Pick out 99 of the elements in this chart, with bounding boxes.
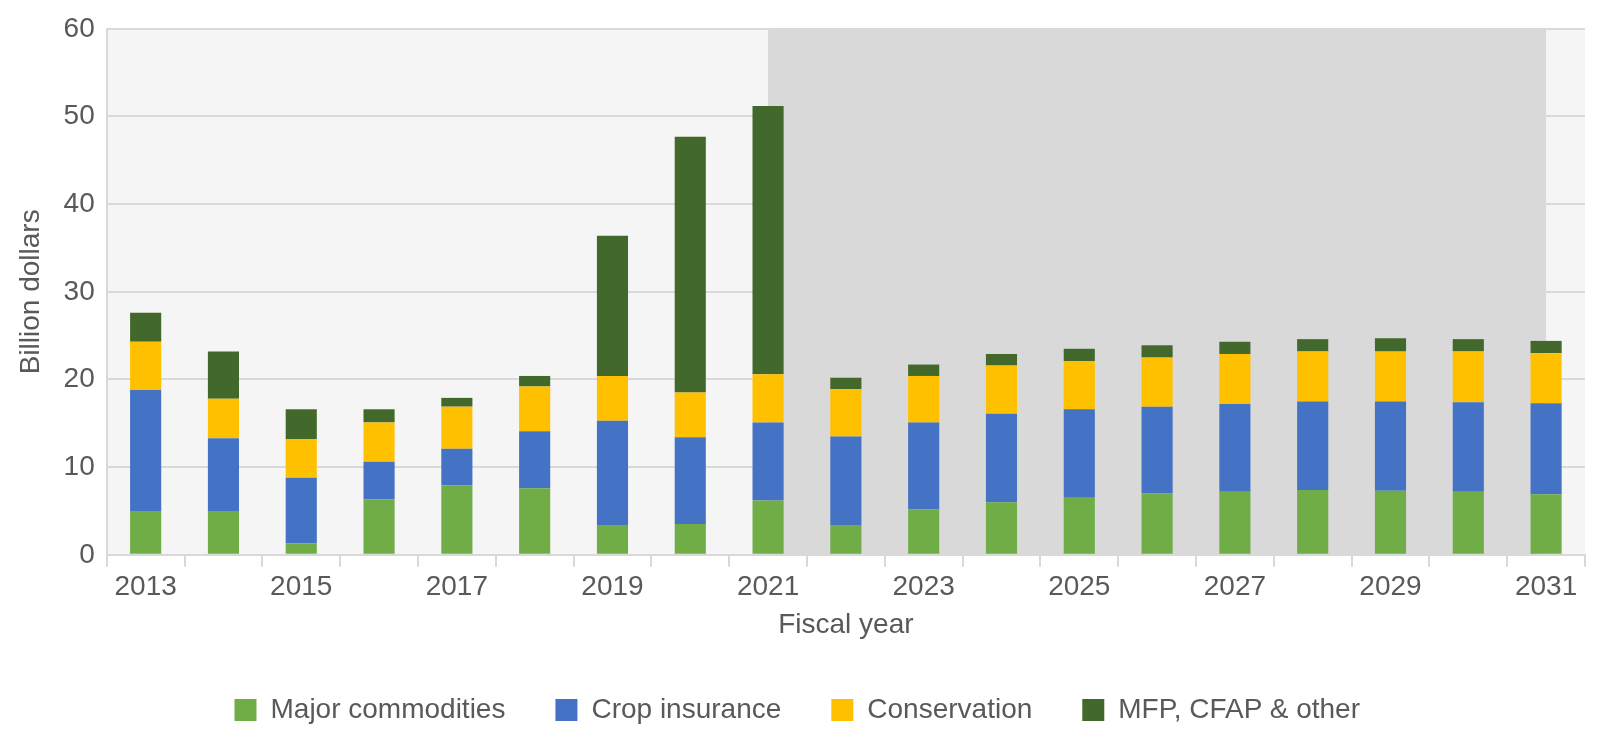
x-tick-label: 2015: [270, 570, 333, 602]
bar: [1452, 351, 1484, 403]
bar: [1374, 490, 1407, 554]
y-tick-label: 40: [63, 186, 95, 218]
bar: [752, 374, 784, 423]
y-tick-label: 10: [63, 449, 95, 481]
bar: [1297, 401, 1329, 490]
bar: [363, 461, 395, 500]
bar: [830, 524, 862, 554]
bar: [1530, 403, 1562, 495]
bar: [363, 422, 395, 462]
bar: [130, 389, 162, 512]
bar: [1374, 351, 1407, 402]
bar: [1452, 491, 1484, 554]
y-tick-label: 50: [63, 99, 95, 131]
bar: [285, 477, 317, 544]
bar: [908, 509, 940, 554]
bar: [752, 422, 784, 501]
bar: [1063, 409, 1095, 498]
bar: [1297, 351, 1329, 402]
bar: [1141, 493, 1173, 554]
bar: [285, 439, 317, 478]
bar: [441, 485, 473, 554]
bar: [752, 500, 784, 554]
bar: [1219, 404, 1251, 492]
bar: [830, 389, 862, 437]
legend-label: Conservation: [867, 692, 1033, 724]
bar: [519, 488, 551, 554]
y-tick-label: 0: [79, 537, 95, 569]
bar: [908, 422, 940, 510]
bar: [1374, 338, 1407, 352]
y-tick-label: 30: [63, 274, 95, 306]
bar: [1452, 339, 1484, 352]
bar: [1530, 494, 1562, 554]
bar: [830, 377, 862, 390]
bar: [130, 341, 162, 390]
bar: [1063, 361, 1095, 410]
x-tick-label: 2019: [581, 570, 644, 602]
bar: [1141, 406, 1173, 494]
bar: [1141, 357, 1173, 407]
bar: [1063, 497, 1095, 554]
legend-label: Crop insurance: [591, 692, 782, 724]
bar: [519, 431, 551, 489]
x-tick-label: 2027: [1203, 570, 1267, 602]
bar: [130, 511, 162, 554]
bar: [752, 105, 784, 375]
y-axis-title: Billion dollars: [13, 209, 45, 375]
bar: [207, 438, 240, 512]
bar: [1063, 348, 1095, 362]
y-tick-label: 60: [63, 11, 95, 43]
bar: [207, 351, 240, 399]
x-tick-label: 2029: [1359, 570, 1422, 602]
bar: [674, 392, 706, 438]
bar: [519, 375, 551, 387]
bar: [285, 409, 317, 440]
bar: [985, 354, 1018, 366]
x-tick-label: 2031: [1514, 570, 1578, 602]
bar: [130, 312, 162, 342]
bar: [441, 406, 473, 449]
bar: [985, 502, 1018, 554]
bar: [1530, 340, 1562, 354]
bar: [596, 375, 629, 421]
bar: [1530, 353, 1562, 404]
bar: [1452, 402, 1484, 492]
x-axis-title: Fiscal year: [778, 607, 914, 639]
bar: [363, 409, 395, 423]
bar: [1297, 489, 1329, 554]
bar: [1219, 341, 1251, 355]
bar: [674, 524, 706, 554]
x-tick-label: 2017: [425, 570, 489, 602]
bar: [207, 398, 240, 439]
bar: [519, 386, 551, 432]
bar: [1141, 345, 1173, 358]
bar: [285, 543, 317, 554]
bar: [596, 235, 629, 376]
x-tick-label: 2013: [114, 570, 177, 602]
y-tick-label: 20: [63, 362, 95, 394]
bar: [908, 364, 940, 376]
bar: [596, 420, 629, 525]
bar: [441, 397, 473, 407]
bar: [1219, 354, 1251, 405]
bar: [207, 511, 240, 554]
legend-label: MFP, CFAP & other: [1118, 692, 1361, 724]
bar: [985, 413, 1018, 503]
x-tick-label: 2025: [1048, 570, 1111, 602]
bar: [1297, 339, 1329, 352]
bar: [441, 448, 473, 486]
bar: [363, 499, 395, 554]
bar: [1219, 491, 1251, 554]
bar: [985, 365, 1018, 414]
bar: [674, 437, 706, 525]
bar: [674, 136, 706, 393]
bar: [1374, 401, 1407, 491]
x-tick-label: 2023: [892, 570, 955, 602]
bar: [596, 524, 629, 554]
x-tick-label: 2021: [736, 570, 800, 602]
legend-label: Major commodities: [270, 692, 506, 724]
bar: [830, 436, 862, 525]
bar: [908, 375, 940, 423]
